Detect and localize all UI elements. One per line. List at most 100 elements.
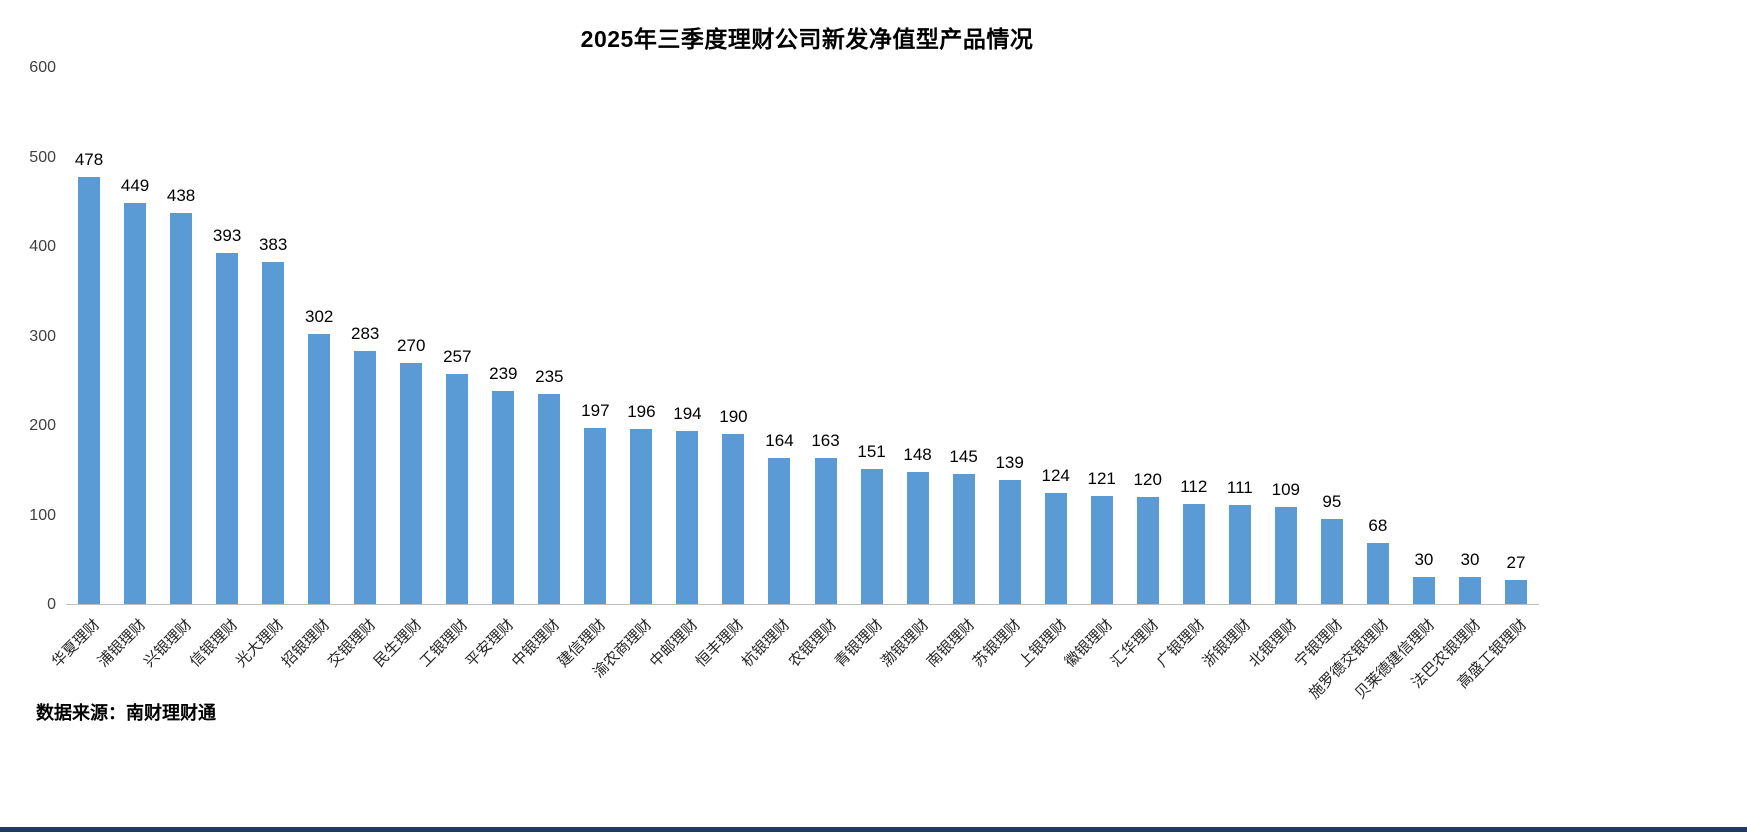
bar-cell: 120	[1125, 68, 1171, 604]
bar	[584, 428, 607, 604]
x-tick-label: 华夏理财	[48, 616, 104, 671]
bar	[170, 212, 193, 604]
bar	[1366, 543, 1389, 604]
bar	[998, 479, 1021, 604]
bar	[78, 177, 101, 604]
bar-value-label: 139	[995, 452, 1024, 472]
x-axis-labels: 华夏理财 浦银理财 兴银理财 信银理财 光大理财 招银理财 交银理财 民生理财 工银理财 平安理财…	[49, 612, 1539, 727]
bar-value-label: 478	[74, 150, 104, 169]
bar	[906, 471, 929, 604]
y-tick-label: 200	[29, 417, 56, 434]
bar	[1320, 519, 1343, 604]
bar-cell: 112	[1171, 68, 1217, 604]
bar	[768, 457, 791, 604]
bar-cell: 164	[756, 68, 802, 604]
bar-cell: 270	[388, 68, 434, 604]
bar-value-label: 190	[719, 407, 748, 427]
bar-cell: 196	[618, 68, 664, 604]
bar	[1228, 504, 1251, 604]
bars: 478 449 438 393 383 302 283 270 257 239 235 197 196 1…	[66, 68, 1539, 604]
bar-cell: 111	[1217, 68, 1263, 604]
y-tick-label: 500	[29, 148, 56, 166]
bar-cell: 478	[66, 68, 112, 604]
bar	[1504, 579, 1527, 604]
bar-value-label: 163	[811, 431, 840, 451]
bar	[124, 202, 147, 604]
chart-title: 2025年三季度理财公司新发净值型产品情况	[580, 26, 1034, 52]
bar-cell: 151	[849, 68, 895, 604]
bar-cell: 124	[1033, 68, 1079, 604]
bar-value-label: 393	[212, 225, 242, 245]
bar-cell: 257	[434, 68, 480, 604]
bar-cell: 68	[1355, 68, 1401, 604]
bar-cell: 449	[112, 68, 158, 604]
bar	[216, 252, 239, 604]
bar-value-label: 283	[351, 324, 380, 344]
bar	[814, 458, 837, 604]
bar	[1090, 495, 1113, 604]
bar-cell: 95	[1309, 68, 1355, 604]
bar	[354, 351, 377, 604]
bar	[1044, 493, 1067, 604]
bar	[722, 434, 745, 604]
y-tick-label: 300	[29, 327, 56, 345]
bar-cell: 283	[342, 68, 388, 604]
bar-cell: 197	[572, 68, 618, 604]
bar-cell: 148	[895, 68, 941, 604]
bar-value-label: 111	[1226, 477, 1253, 497]
bar-value-label: 151	[857, 442, 886, 462]
bar	[860, 469, 883, 604]
bar-value-label: 438	[166, 185, 196, 205]
bar-cell: 194	[664, 68, 710, 604]
bar-value-label: 109	[1271, 479, 1301, 499]
bar	[400, 362, 423, 604]
source-note: 数据来源：南财理财通	[36, 703, 216, 723]
bar	[1182, 503, 1205, 604]
bar-value-label: 120	[1133, 469, 1162, 489]
y-tick-label: 100	[29, 506, 56, 524]
bar	[492, 390, 515, 604]
bar-cell: 438	[158, 68, 204, 604]
bar-value-label: 196	[627, 401, 656, 421]
bottom-border	[0, 827, 1747, 832]
bar-cell: 30	[1447, 68, 1493, 604]
x-label-cell: 农银理财	[785, 612, 849, 727]
bar-value-label: 302	[304, 307, 334, 327]
x-label-cell: 高盛工银理财	[1454, 612, 1539, 727]
bar-value-label: 124	[1041, 466, 1070, 486]
bar	[952, 474, 975, 604]
bar-cell: 30	[1401, 68, 1447, 604]
bar-cell: 163	[803, 68, 849, 604]
bar	[1274, 506, 1297, 604]
bar-cell: 145	[941, 68, 987, 604]
bar-cell: 190	[710, 68, 756, 604]
bar	[538, 394, 561, 604]
x-label-cell: 杭银理财	[739, 612, 802, 727]
bar-value-label: 30	[1414, 550, 1434, 570]
bar-cell: 302	[296, 68, 342, 604]
bar-value-label: 68	[1368, 516, 1388, 536]
bar	[1458, 577, 1481, 604]
y-tick-label: 0	[47, 596, 56, 613]
bar-value-label: 235	[535, 367, 564, 387]
bar-cell: 235	[526, 68, 572, 604]
bar-cell: 109	[1263, 68, 1309, 604]
bar-value-label: 239	[489, 363, 518, 383]
y-tick-label: 600	[29, 59, 56, 76]
bar-value-label: 145	[949, 447, 978, 467]
bar-cell: 393	[204, 68, 250, 604]
bar-value-label: 95	[1322, 492, 1342, 512]
bar-cell: 121	[1079, 68, 1125, 604]
bar-cell: 27	[1493, 68, 1539, 604]
bar-value-label: 257	[443, 347, 472, 367]
bar	[262, 261, 285, 604]
bar	[308, 334, 331, 604]
bar-value-label: 164	[765, 430, 794, 450]
bar-value-label: 270	[397, 335, 426, 355]
plot-area: 478 449 438 393 383 302 283 270 257 239 235 197 196 1…	[66, 68, 1539, 605]
bar-value-label: 449	[120, 175, 150, 195]
bar-value-label: 112	[1180, 476, 1208, 496]
bar-cell: 383	[250, 68, 296, 604]
bar	[446, 374, 469, 604]
